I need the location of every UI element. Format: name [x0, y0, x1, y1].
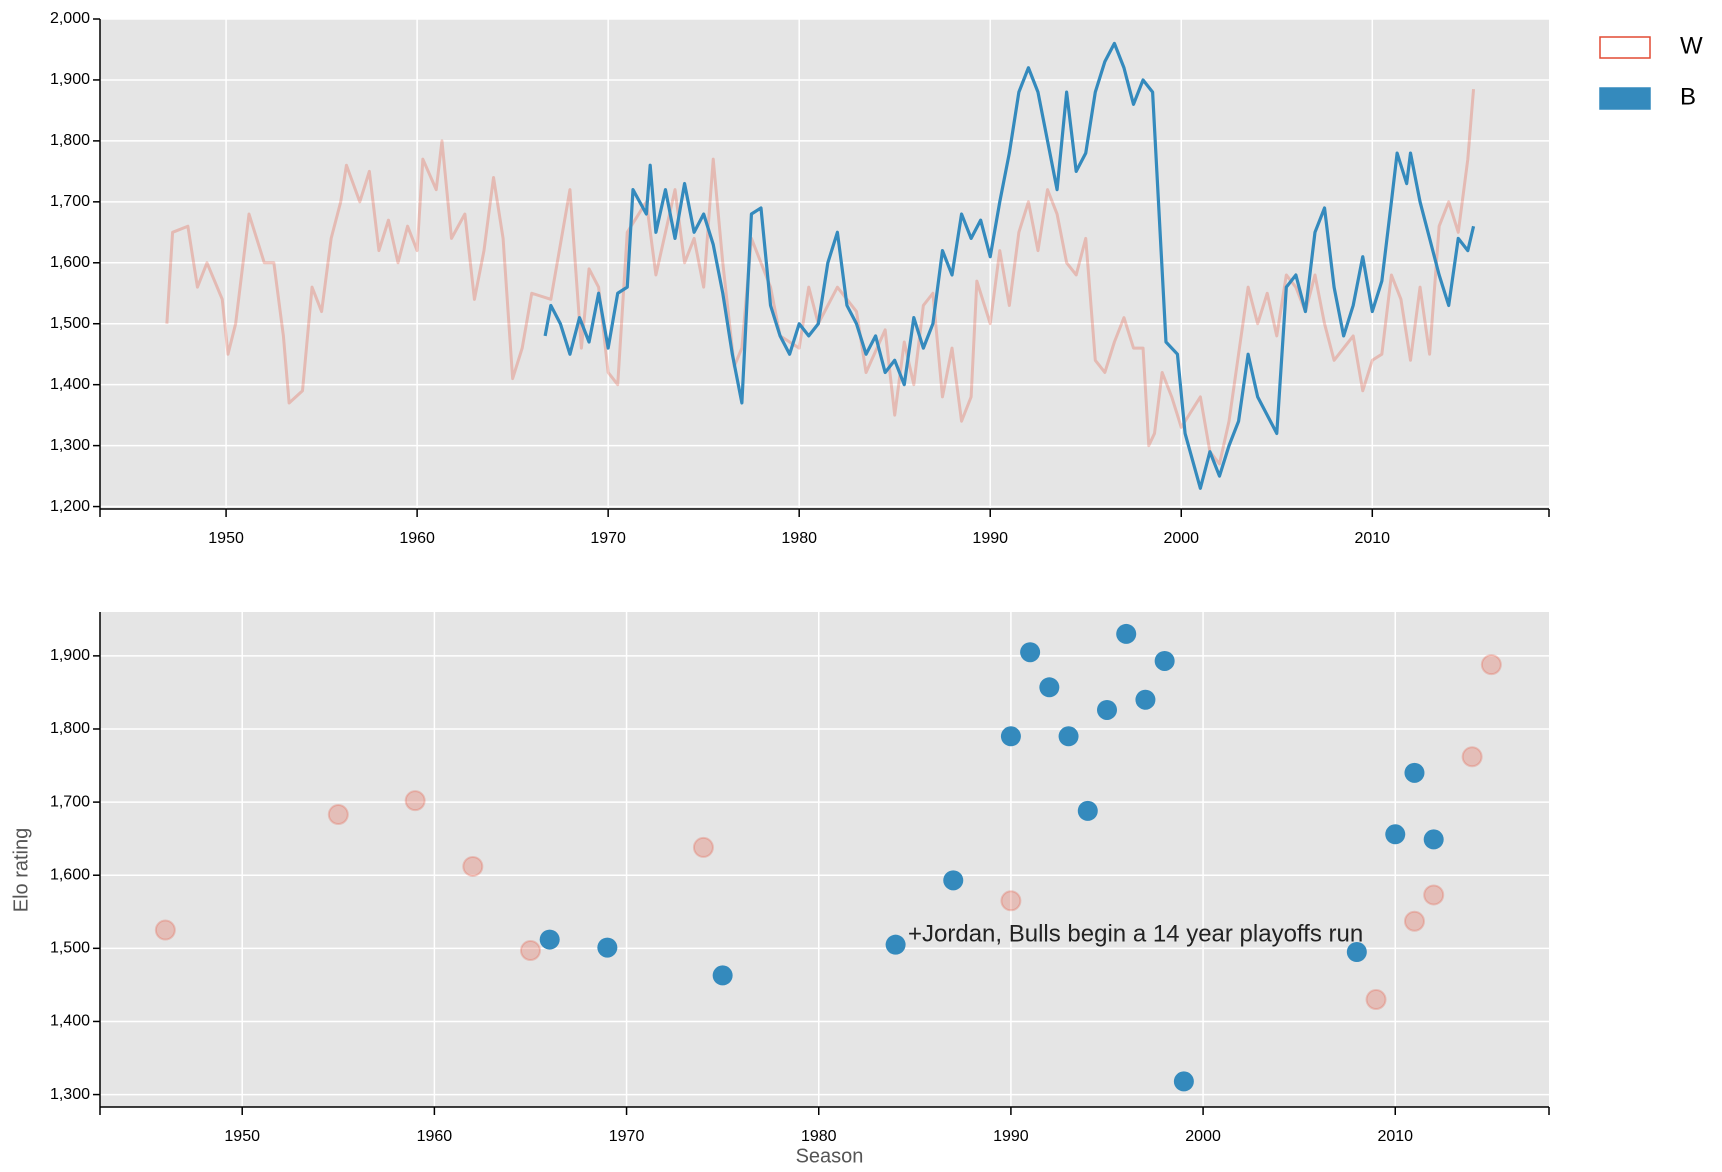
point [1365, 989, 1387, 1011]
y-tick-label: 1,500 [50, 315, 90, 332]
x-tick-label: 1980 [801, 1128, 837, 1145]
line-W [165, 88, 1476, 466]
x-tick-label: 2000 [1163, 530, 1199, 547]
point [1154, 650, 1175, 671]
y-tick-label: 1,400 [50, 1013, 90, 1030]
y-tick-label: 1,900 [50, 647, 90, 664]
plot-bg [100, 19, 1549, 509]
point [1020, 642, 1041, 663]
point [539, 929, 560, 950]
legend-swatch [1599, 87, 1651, 110]
point [1116, 623, 1137, 644]
point [597, 937, 618, 958]
annotation: +Jordan, Bulls begin a 14 year playoffs … [908, 920, 1363, 947]
point [519, 940, 541, 962]
point [1404, 762, 1425, 783]
point [327, 804, 349, 826]
point [885, 934, 906, 955]
point [154, 919, 176, 941]
point [1423, 829, 1444, 850]
point [692, 836, 714, 858]
x-tick-label: 2010 [1354, 530, 1390, 547]
legend-label: W [1680, 32, 1703, 59]
x-tick-label: 1950 [208, 530, 244, 547]
plot-bg [100, 612, 1549, 1107]
x-tick-label: 1970 [590, 530, 626, 547]
x-tick-label: 1980 [781, 530, 817, 547]
x-tick-label: 1990 [972, 530, 1008, 547]
point [1058, 726, 1079, 747]
x-axis-title: Season [796, 1145, 864, 1167]
y-tick-label: 1,700 [50, 793, 90, 810]
y-tick-label: 1,300 [50, 437, 90, 454]
y-tick-label: 1,600 [50, 254, 90, 271]
point [462, 855, 484, 877]
point [1000, 890, 1022, 912]
point [712, 965, 733, 986]
y-tick-label: 2,000 [50, 10, 90, 27]
y-tick-label: 1,800 [50, 132, 90, 149]
x-tick-label: 1960 [399, 530, 435, 547]
point [1096, 699, 1117, 720]
y-tick-label: 1,200 [50, 498, 90, 515]
y-tick-label: 1,700 [50, 193, 90, 210]
y-tick-label: 1,800 [50, 720, 90, 737]
point [1385, 824, 1406, 845]
legend-item[interactable]: B [1599, 83, 1696, 110]
point [1403, 910, 1425, 932]
point [1423, 884, 1445, 906]
point [1461, 746, 1483, 768]
point [1173, 1071, 1194, 1092]
point [1346, 941, 1367, 962]
point [1000, 726, 1021, 747]
point [943, 870, 964, 891]
legend-swatch [1599, 36, 1651, 59]
point [1135, 689, 1156, 710]
x-tick-label: 1990 [993, 1128, 1029, 1145]
point [1039, 677, 1060, 698]
y-tick-label: 1,900 [50, 71, 90, 88]
x-tick-label: 1960 [417, 1128, 453, 1145]
point [404, 790, 426, 812]
y-axis-title: Elo rating [10, 828, 32, 913]
x-tick-label: 2000 [1185, 1128, 1221, 1145]
x-tick-label: 1970 [609, 1128, 645, 1145]
point [1480, 654, 1502, 676]
y-tick-label: 1,600 [50, 866, 90, 883]
legend-item[interactable]: W [1599, 32, 1703, 59]
y-tick-label: 1,300 [50, 1086, 90, 1103]
line-B [543, 41, 1476, 490]
x-tick-label: 2010 [1377, 1128, 1413, 1145]
x-tick-label: 1950 [224, 1128, 260, 1145]
point [1077, 800, 1098, 821]
y-tick-label: 1,500 [50, 940, 90, 957]
y-tick-label: 1,400 [50, 376, 90, 393]
legend-label: B [1680, 83, 1696, 110]
